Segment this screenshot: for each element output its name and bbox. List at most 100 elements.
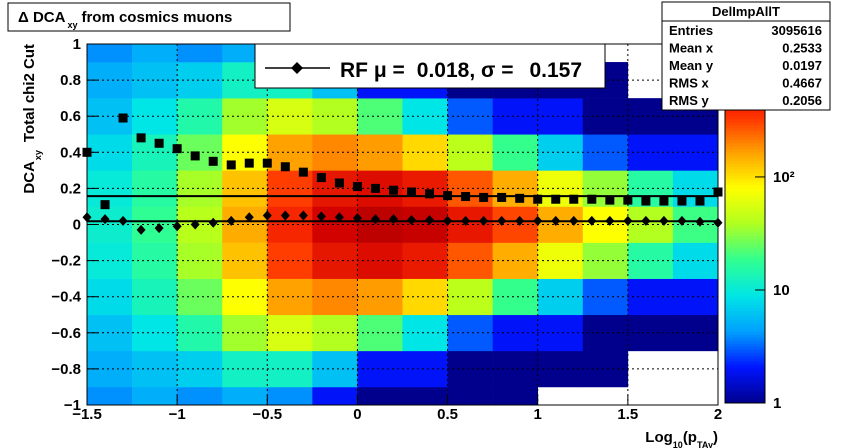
legend-mu: 0.018 bbox=[417, 59, 470, 82]
heatmap-cell bbox=[222, 350, 268, 388]
colorbar-step bbox=[725, 193, 765, 198]
rms-marker bbox=[100, 200, 110, 210]
stats-value: 0.0197 bbox=[782, 58, 822, 73]
stats-label: Mean x bbox=[669, 41, 714, 56]
colorbar-step bbox=[725, 283, 765, 287]
heatmap-cell bbox=[492, 242, 539, 279]
rms-marker bbox=[280, 162, 290, 172]
mean-marker bbox=[425, 214, 435, 225]
colorbar-step bbox=[725, 145, 765, 150]
heatmap-cell bbox=[177, 350, 223, 388]
colorbar-step bbox=[725, 244, 765, 248]
colorbar-step bbox=[725, 313, 765, 317]
colorbar-step bbox=[725, 343, 765, 347]
colorbar-step bbox=[725, 325, 765, 329]
heatmap-cell bbox=[402, 278, 448, 316]
colorbar-step bbox=[725, 307, 765, 311]
rms-marker bbox=[497, 192, 507, 202]
rms-marker bbox=[352, 182, 362, 192]
mean-marker bbox=[407, 214, 417, 225]
heatmap-cell bbox=[357, 98, 403, 135]
colorbar-step bbox=[725, 346, 765, 350]
mean-marker bbox=[316, 211, 326, 222]
colorbar-step bbox=[725, 235, 765, 239]
colorbar-step bbox=[725, 250, 765, 254]
mean-marker bbox=[154, 223, 164, 234]
colorbar-step bbox=[725, 292, 765, 296]
rms-marker bbox=[569, 194, 579, 204]
colorbar-step bbox=[725, 361, 765, 365]
stats-value: 0.2056 bbox=[782, 93, 822, 108]
legend-box bbox=[254, 43, 606, 89]
heatmap-cell bbox=[582, 242, 629, 279]
title-sub: xy bbox=[67, 20, 77, 30]
rms-marker bbox=[208, 156, 218, 166]
colorbar-step bbox=[725, 322, 765, 326]
colorbar-step bbox=[725, 238, 765, 242]
heatmap-cell bbox=[402, 386, 448, 406]
stats-title: DelImpAllT bbox=[712, 4, 780, 19]
colorbar-step bbox=[725, 112, 765, 117]
colorbar-step bbox=[725, 382, 765, 386]
mean-marker bbox=[497, 215, 507, 226]
colorbar-step bbox=[725, 160, 765, 165]
rms-marker bbox=[605, 195, 615, 205]
legend-sigma: 0.157 bbox=[529, 59, 582, 82]
heatmap-cell bbox=[357, 386, 403, 406]
heatmap-cell bbox=[222, 386, 268, 406]
colorbar-step bbox=[725, 130, 765, 135]
heatmap-cell bbox=[132, 206, 178, 243]
y-axis-label: DCAxy Total chi2 Cut bbox=[21, 44, 43, 194]
y-tick-label: −0.8 bbox=[51, 361, 81, 378]
colorbar-step bbox=[725, 124, 765, 129]
y-tick-label: 0.8 bbox=[60, 72, 81, 89]
rms-marker bbox=[334, 178, 344, 188]
heatmap-cell bbox=[627, 206, 674, 243]
rms-marker bbox=[118, 113, 128, 123]
colorbar-step bbox=[725, 136, 765, 141]
colorbar-step bbox=[725, 211, 765, 216]
colorbar-step bbox=[725, 304, 765, 308]
heatmap-cell bbox=[132, 62, 178, 99]
colorbar-step bbox=[725, 364, 765, 368]
heatmap-cell bbox=[447, 242, 493, 279]
mean-marker bbox=[388, 214, 398, 225]
legend-part: RF μ = bbox=[340, 59, 405, 82]
heatmap-cell bbox=[177, 386, 223, 406]
colorbar-step bbox=[725, 166, 765, 171]
rms-marker bbox=[695, 196, 705, 206]
x-label-sub: TAy bbox=[697, 440, 713, 448]
colorbar-step bbox=[725, 169, 765, 174]
rms-marker bbox=[461, 192, 471, 202]
mean-marker bbox=[533, 215, 543, 226]
rms-marker bbox=[659, 196, 669, 206]
colorbar-step bbox=[725, 310, 765, 314]
stats-value: 0.4667 bbox=[782, 76, 822, 91]
heatmap-cell bbox=[627, 278, 674, 316]
heatmap-cell bbox=[132, 278, 178, 316]
heatmap-cell bbox=[447, 134, 493, 171]
heatmap-cell bbox=[402, 350, 448, 388]
colorbar-step bbox=[725, 172, 765, 177]
rms-marker bbox=[154, 138, 164, 148]
colorbar-step bbox=[725, 217, 765, 222]
stats-value: 0.2533 bbox=[782, 41, 822, 56]
heatmap-cell bbox=[672, 134, 719, 171]
rms-marker bbox=[226, 160, 236, 170]
x-tick-label: 0 bbox=[353, 406, 361, 423]
colorbar-step bbox=[725, 301, 765, 305]
heatmap-cell bbox=[447, 314, 493, 352]
colorbar-step bbox=[725, 148, 765, 153]
x-axis-label: Log10(pTAy) bbox=[645, 429, 718, 448]
mean-marker bbox=[100, 214, 110, 225]
y-tick-label: −1 bbox=[64, 397, 81, 414]
x-tick-label: 0.5 bbox=[437, 406, 458, 423]
heatmap-cell bbox=[87, 386, 133, 406]
heatmap-cell bbox=[447, 386, 493, 406]
colorbar-step bbox=[725, 226, 765, 230]
x-label-part: (p bbox=[683, 429, 697, 446]
colorbar-step bbox=[725, 331, 765, 335]
mean-marker bbox=[695, 216, 705, 227]
rms-marker bbox=[443, 191, 453, 201]
colorbar-step bbox=[725, 220, 765, 224]
